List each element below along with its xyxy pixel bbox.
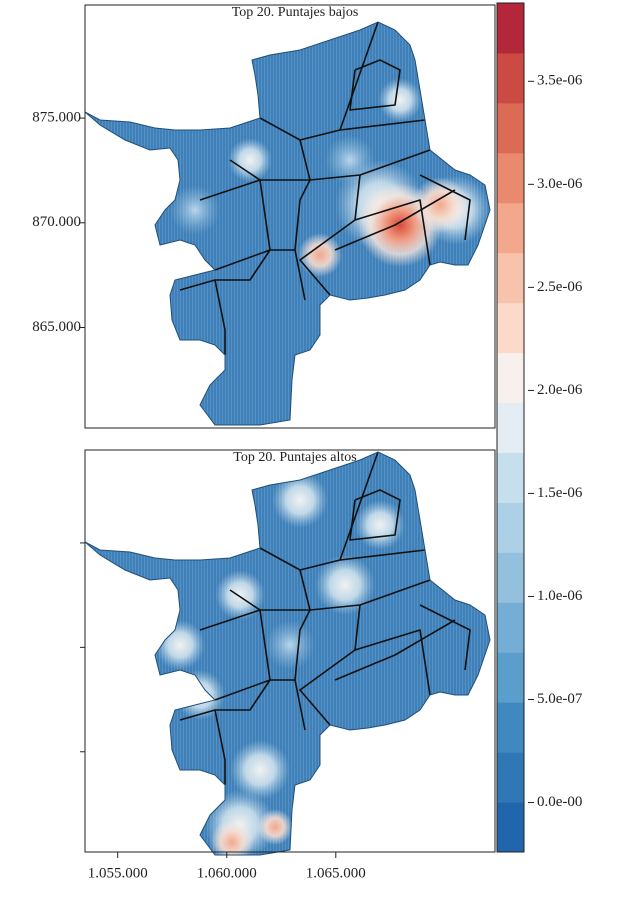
map-panel-1 xyxy=(84,21,491,426)
colorbar-band xyxy=(497,402,524,453)
panel-title: Top 20. Puntajes bajos xyxy=(232,5,359,20)
colorbar-band xyxy=(497,202,524,254)
colorbar-band xyxy=(497,302,524,354)
colorbar-band xyxy=(497,802,524,853)
colorbar-band xyxy=(497,752,524,803)
colorbar-band xyxy=(497,352,524,404)
colorbar-band xyxy=(497,3,524,54)
colorbar-band xyxy=(497,602,524,653)
y-tick-label: 865.000 xyxy=(32,319,81,335)
colorbar-tick-label: 1.5e-06 xyxy=(537,485,583,501)
x-tick-label: 1.055.000 xyxy=(88,865,148,881)
panel-title: Top 20. Puntajes altos xyxy=(233,450,356,465)
colorbar-band xyxy=(497,102,524,154)
x-tick-label: 1.060.000 xyxy=(197,865,257,881)
colorbar-tick-label: 1.0e-06 xyxy=(537,588,583,604)
colorbar-band xyxy=(497,702,524,753)
y-tick-label: 875.000 xyxy=(32,110,81,126)
colorbar-band xyxy=(497,452,524,503)
colorbar-frame xyxy=(496,2,525,853)
colorbar-tick-label: 2.5e-06 xyxy=(537,279,583,295)
panel-frame xyxy=(84,4,496,429)
colorbar-tick-label: 0.0e-00 xyxy=(537,794,582,810)
colorbar-band xyxy=(497,152,524,204)
colorbar-tick-label: 3.0e-06 xyxy=(537,176,583,192)
colorbar-tick-label: 5.0e-07 xyxy=(537,691,583,707)
colorbar-band xyxy=(497,252,524,304)
colorbar-tick-label: 3.5e-06 xyxy=(537,73,583,89)
colorbar-band xyxy=(497,552,524,603)
x-tick-label: 1.065.000 xyxy=(306,865,366,881)
colorbar-tick-label: 2.0e-06 xyxy=(537,382,583,398)
colorbar-band xyxy=(497,502,524,553)
colorbar-band xyxy=(497,652,524,703)
colorbar-band xyxy=(497,52,524,104)
panel-frame xyxy=(84,449,496,853)
y-tick-label: 870.000 xyxy=(32,214,81,230)
map-panel-2 xyxy=(84,451,491,856)
